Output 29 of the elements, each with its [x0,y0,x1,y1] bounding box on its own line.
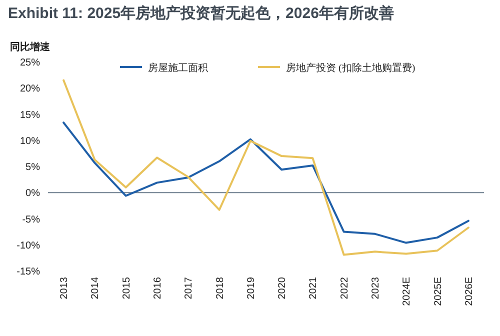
y-axis-title: 同比增速 [10,41,51,53]
legend-label: 房屋施工面积 [148,62,208,74]
x-tick-label: 2017 [184,276,195,300]
x-tick-label: 2023 [370,276,382,300]
y-tick-label: 5% [26,162,40,173]
x-tick-label: 2024E [402,276,413,306]
y-tick-label: 20% [20,84,40,95]
line-series [62,122,470,244]
x-tick-label: 2021 [308,276,320,300]
chart-title: Exhibit 11: 2025年房地产投资暂无起色，2026年有所改善 [8,4,394,22]
x-tick-label: 2015 [121,276,132,300]
y-tick-label: 10% [20,136,40,147]
x-tick-label: 2020 [277,276,288,300]
y-tick-label: 25% [20,58,40,68]
x-tick-label: 2025E [432,276,444,306]
line-series [62,79,470,256]
x-tick-label: 2019 [246,276,257,300]
x-tick-label: 2026E [464,276,475,306]
x-tick-label: 2013 [59,276,70,300]
y-tick-label: -5% [22,214,40,226]
y-tick-label: 15% [20,110,40,121]
x-tick-label: 2016 [152,276,164,300]
x-tick-label: 2014 [90,276,102,300]
x-tick-label: 2018 [214,276,226,300]
y-tick-label: 0% [26,188,40,200]
y-tick-label: -10% [16,240,40,252]
x-tick-label: 2022 [339,276,350,300]
legend-label: 房地产投资 (扣除土地购置费) [286,62,416,74]
y-tick-label: -15% [16,266,40,278]
